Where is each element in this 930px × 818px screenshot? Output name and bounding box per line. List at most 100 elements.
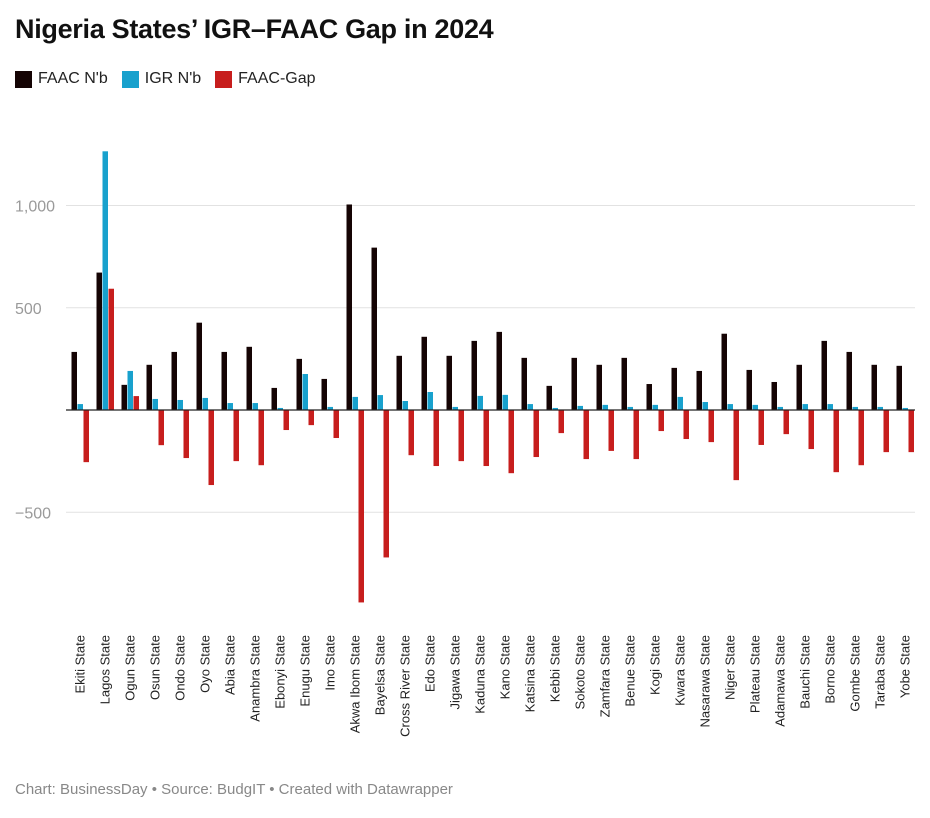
bar-faac [846, 351, 852, 410]
bar-gap [333, 410, 339, 439]
bar-gap [883, 410, 889, 453]
bar-faac [571, 357, 577, 410]
bar-igr [552, 407, 558, 410]
bar-igr [352, 396, 358, 410]
bar-faac [321, 378, 327, 410]
bar-igr [902, 407, 908, 410]
legend-item-faac: FAAC N'b [15, 70, 108, 88]
bar-faac [121, 384, 127, 410]
legend-swatch-igr [121, 70, 139, 88]
bar-faac [196, 322, 202, 410]
bar-igr [252, 403, 258, 410]
bar-gap [508, 410, 514, 474]
bar-gap [558, 410, 564, 434]
x-tick-label: Ebonyi State [273, 635, 288, 709]
bar-faac [521, 357, 527, 410]
bar-gap [358, 410, 364, 603]
bar-igr [852, 406, 858, 410]
x-tick-label: Abia State [223, 635, 238, 695]
legend: FAAC N'b IGR N'b FAAC-Gap [15, 70, 316, 88]
x-tick-label: Zamfara State [598, 635, 613, 717]
bar-faac [271, 387, 277, 410]
bar-gap [283, 410, 289, 431]
bar-gap [383, 410, 389, 558]
bar-gap [133, 396, 139, 410]
bar-igr [602, 404, 608, 410]
x-tick-label: Edo State [423, 635, 438, 692]
bar-igr [827, 404, 833, 410]
x-tick-label: Sokoto State [573, 635, 588, 709]
y-tick-label: −500 [15, 505, 51, 522]
x-tick-label: Katsina State [523, 635, 538, 712]
x-tick-label: Niger State [723, 635, 738, 700]
bar-gap [183, 410, 189, 459]
bar-igr [327, 406, 333, 410]
x-tick-label: Bayelsa State [373, 635, 388, 715]
bar-faac [771, 381, 777, 410]
y-tick-label: 1,000 [15, 199, 55, 216]
bar-igr [152, 398, 158, 410]
x-tick-label: Kebbi State [548, 635, 563, 702]
bar-gap [683, 410, 689, 440]
bar-faac [496, 331, 502, 410]
bar-faac [796, 364, 802, 410]
bar-igr [727, 404, 733, 410]
bar-igr [277, 407, 283, 410]
bar-gap [408, 410, 414, 456]
legend-swatch-gap [215, 70, 233, 88]
bar-faac [421, 336, 427, 410]
bar-faac [171, 351, 177, 410]
x-tick-label: Adamawa State [773, 635, 788, 727]
bar-faac [696, 370, 702, 410]
chart-title: Nigeria States’ IGR–FAAC Gap in 2024 [15, 14, 494, 44]
bar-igr [502, 394, 508, 410]
y-tick-label: 500 [15, 301, 42, 318]
legend-item-igr: IGR N'b [121, 70, 202, 88]
bar-igr [127, 370, 133, 410]
bar-faac [471, 340, 477, 410]
legend-swatch-faac [15, 70, 32, 88]
bar-gap [733, 410, 739, 481]
bar-igr [677, 396, 683, 410]
bar-gap [758, 410, 764, 445]
legend-label-igr: IGR N'b [144, 70, 202, 87]
bar-gap [483, 410, 489, 467]
bar-igr [202, 397, 208, 410]
x-tick-label: Oyo State [198, 635, 213, 693]
bar-gap [458, 410, 464, 462]
bar-faac [871, 364, 877, 410]
bar-faac [296, 358, 302, 410]
x-tick-label: Plateau State [748, 635, 763, 713]
bar-igr [302, 374, 308, 410]
bar-igr [702, 402, 708, 410]
bar-faac [396, 355, 402, 410]
x-tick-label: Ekiti State [73, 635, 88, 694]
bar-faac [346, 204, 352, 410]
bar-faac [646, 384, 652, 410]
bar-gap [258, 410, 264, 466]
bar-igr [577, 405, 583, 410]
legend-item-gap: FAAC-Gap [215, 70, 316, 88]
bar-gap [708, 410, 714, 443]
x-tick-label: Yobe State [898, 635, 913, 698]
bar-igr [452, 406, 458, 410]
bar-igr [77, 404, 83, 410]
footer-credit: Chart: BusinessDay • Source: BudgIT • Cr… [15, 781, 453, 798]
bar-faac [896, 365, 902, 410]
bar-gap [858, 410, 864, 466]
bar-faac [446, 355, 452, 410]
bar-gap [208, 410, 214, 486]
bar-gap [583, 410, 589, 460]
x-tick-label: Cross River State [398, 635, 413, 737]
bar-igr [102, 151, 108, 410]
bar-gap [633, 410, 639, 460]
x-tick-label: Jigawa State [448, 635, 463, 709]
bar-igr [877, 406, 883, 410]
x-tick-label: Lagos State [98, 635, 113, 704]
x-tick-label: Gombe State [848, 635, 863, 712]
x-tick-label: Ondo State [173, 635, 188, 701]
bar-gap [233, 410, 239, 462]
bar-faac [221, 351, 227, 410]
bar-igr [752, 404, 758, 410]
